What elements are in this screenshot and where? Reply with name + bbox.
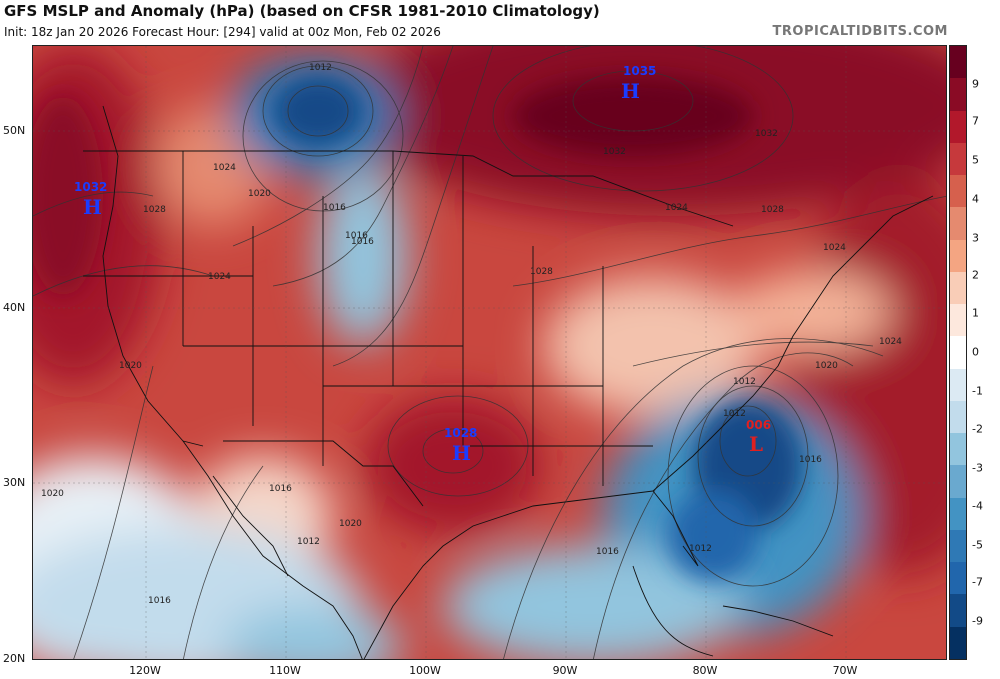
isobar-label: 1012: [689, 544, 712, 554]
site-brand: TROPICALTIDBITS.COM: [772, 24, 948, 39]
isobar-label: 1016: [269, 484, 292, 494]
colorbar-tick-label: 1: [972, 306, 979, 320]
anomaly-map: 1012 1024 1020 1016 1016 1028 1024 1020 …: [33, 46, 946, 659]
isobar-label: 1020: [815, 361, 838, 371]
colorbar-swatch: [950, 594, 966, 628]
pressure-center-1035: 1035 H: [621, 64, 656, 103]
colorbar-swatch: [950, 400, 966, 434]
pressure-value: 006: [746, 418, 771, 432]
pressure-value: 1032: [74, 180, 107, 194]
pressure-center-1032: 1032 H: [74, 180, 107, 219]
colorbar-tick-label: 5: [972, 153, 979, 167]
lon-label: 120W: [129, 664, 161, 677]
lat-label: 30N: [3, 476, 26, 489]
isobar-label: 1016: [351, 237, 374, 247]
isobar-label: 1012: [723, 409, 746, 419]
isobar-label: 1016: [596, 547, 619, 557]
colorbar-swatch: [950, 529, 966, 563]
isobar-label: 1024: [879, 337, 902, 347]
high-marker: H: [452, 441, 471, 465]
colorbar-tick-label: -4: [972, 499, 983, 513]
colorbar-swatch: [950, 465, 966, 499]
isobar-label: 1032: [603, 147, 626, 157]
isobars: [33, 46, 946, 659]
colorbar-swatch: [950, 304, 966, 337]
isobar-label: 1016: [323, 203, 346, 213]
lon-label: 70W: [832, 664, 858, 677]
colorbar-swatch: [950, 239, 966, 273]
lon-label: 110W: [269, 664, 301, 677]
colorbar-swatch: [950, 175, 966, 208]
isobar-label: 1020: [119, 361, 142, 371]
colorbar-tick-label: -3: [972, 461, 983, 475]
isobar-labels: 1012 1024 1020 1016 1016 1028 1024 1020 …: [41, 63, 902, 606]
isobar-label: 1020: [248, 189, 271, 199]
pressure-value: 1035: [623, 64, 656, 78]
isobar-label: 1024: [213, 163, 236, 173]
isobar-label: 1024: [665, 203, 688, 213]
colorbar-tick-label: 4: [972, 192, 979, 206]
colorbar-swatch: [950, 46, 966, 79]
colorbar-tick-label: -9: [972, 614, 983, 628]
low-marker: L: [749, 432, 763, 456]
colorbar-swatch: [950, 142, 966, 176]
colorbar-swatch: [950, 433, 966, 466]
colorbar-swatch: [950, 207, 966, 241]
isobar-label: 1020: [41, 489, 64, 499]
colorbar-tick-label: -2: [972, 422, 983, 436]
high-marker: H: [621, 79, 640, 103]
isobar-label: 1028: [530, 267, 553, 277]
isobar-label: 1024: [208, 272, 231, 282]
isobar-label: 1016: [799, 455, 822, 465]
colorbar-swatch: [950, 497, 966, 531]
colorbar-tick-label: 2: [972, 268, 979, 282]
isobar-label: 1012: [733, 377, 756, 387]
colorbar-tick-label: 9: [972, 77, 979, 91]
init-forecast-info: Init: 18z Jan 20 2026 Forecast Hour: [29…: [4, 25, 441, 39]
colorbar-swatch: [950, 626, 966, 660]
lon-label: 80W: [692, 664, 718, 677]
page-title: GFS MSLP and Anomaly (hPa) (based on CFS…: [4, 2, 600, 20]
lon-label: 90W: [552, 664, 578, 677]
isobar-label: 1016: [345, 231, 368, 241]
isobar-label: 1012: [297, 537, 320, 547]
colorbar-swatch: [950, 368, 966, 402]
colorbar-tick-label: -5: [972, 538, 983, 552]
pressure-center-low: 006 L: [746, 418, 771, 456]
geography-lines: [83, 105, 934, 659]
isobar-label: 1016: [148, 596, 171, 606]
colorbar-tick-label: -7: [972, 575, 983, 589]
pressure-value: 1028: [444, 426, 477, 440]
colorbar-tick-label: 0: [972, 345, 979, 359]
pressure-center-1028: 1028 H: [444, 426, 477, 465]
colorbar-swatch: [950, 78, 966, 111]
isobar-label: 1032: [755, 129, 778, 139]
high-marker: H: [83, 195, 102, 219]
colorbar-tick-label: -1: [972, 384, 983, 398]
isobar-label: 1020: [339, 519, 362, 529]
lat-label: 20N: [3, 652, 26, 665]
colorbar-swatch: [950, 271, 966, 305]
lon-label: 100W: [409, 664, 441, 677]
isobar-label: 1028: [761, 205, 784, 215]
isobar-label: 1028: [143, 205, 166, 215]
colorbar-swatch: [950, 336, 966, 370]
colorbar-tick-label: 3: [972, 231, 979, 245]
map-panel: 1012 1024 1020 1016 1016 1028 1024 1020 …: [32, 45, 947, 660]
lat-label: 50N: [3, 124, 26, 137]
isobar-label: 1024: [823, 243, 846, 253]
isobar-label: 1012: [309, 63, 332, 73]
colorbar-swatch: [950, 110, 966, 144]
lat-label: 40N: [3, 301, 26, 314]
colorbar-swatch: [950, 562, 966, 595]
anomaly-colorbar: [949, 45, 967, 660]
colorbar-tick-label: 7: [972, 114, 979, 128]
